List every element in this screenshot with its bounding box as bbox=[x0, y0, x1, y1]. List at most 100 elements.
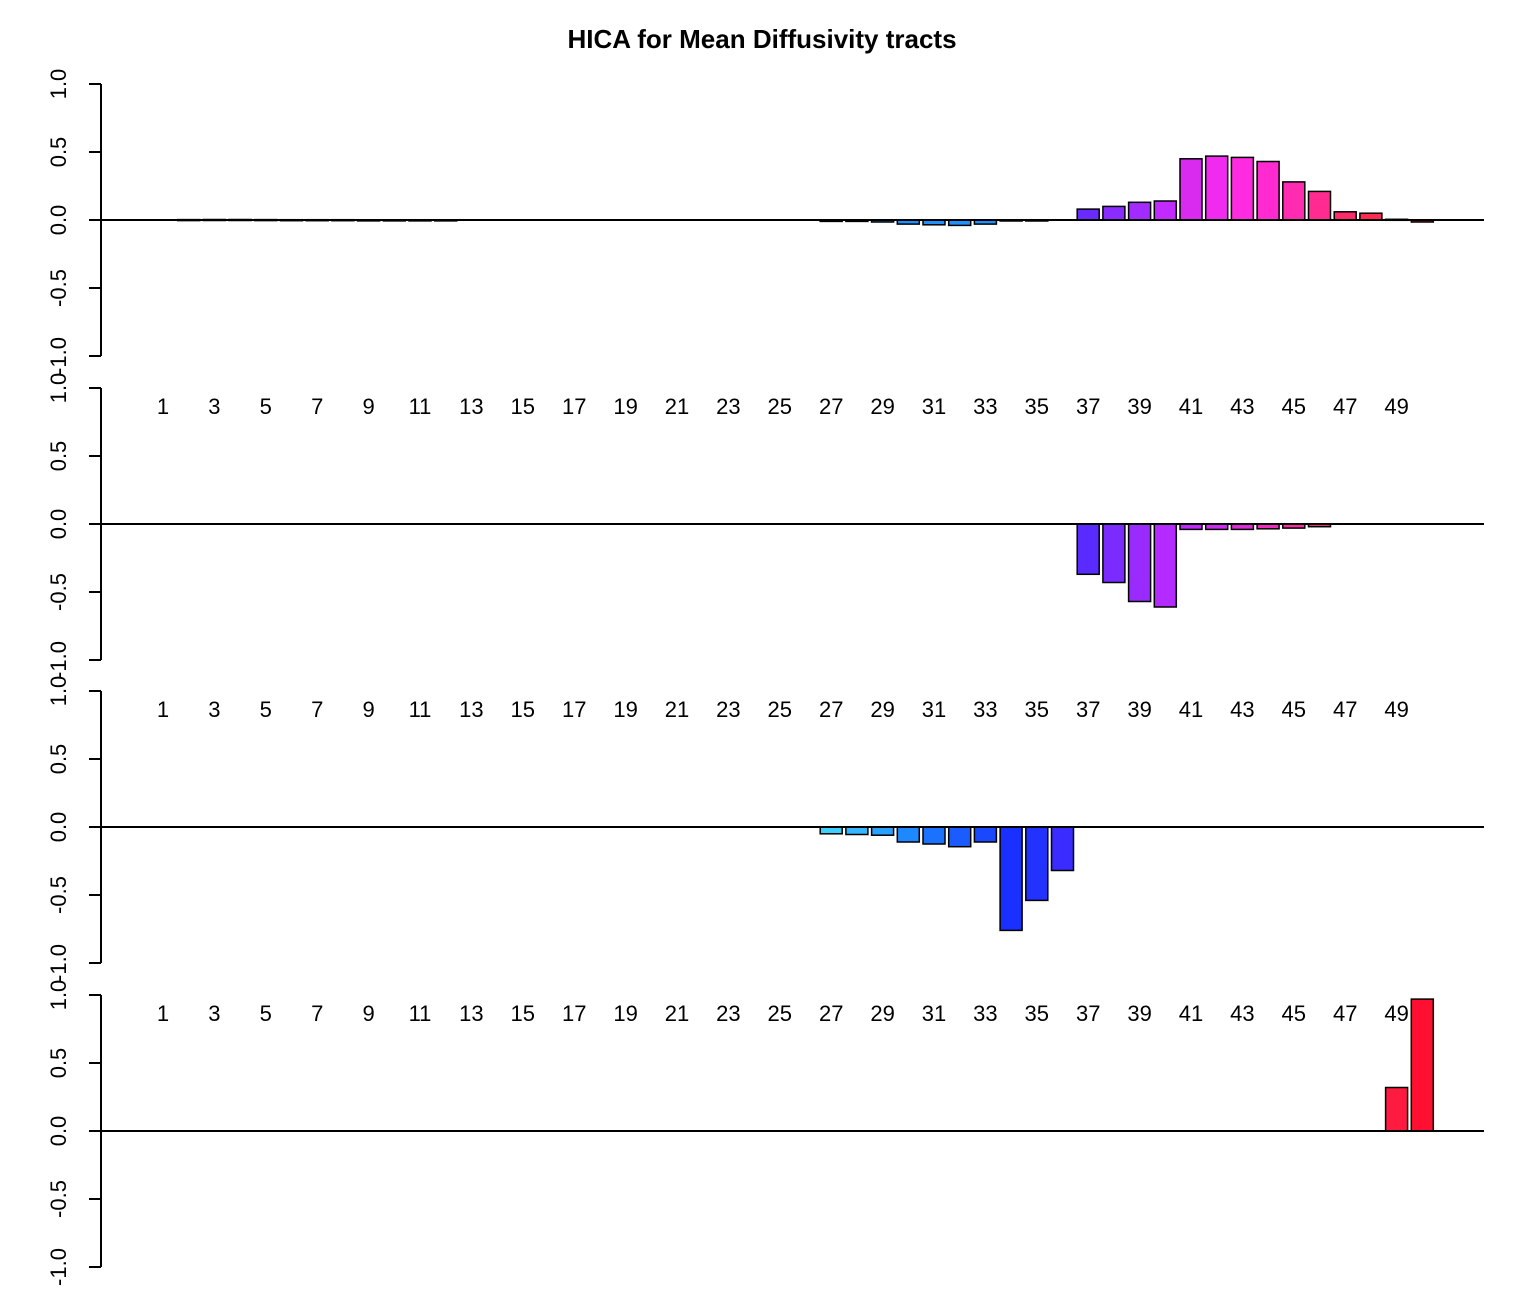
y-tick-label: -0.5 bbox=[46, 269, 71, 307]
x-tick-label: 35 bbox=[1025, 697, 1049, 722]
bar bbox=[1230, 156, 1255, 221]
bar bbox=[1076, 523, 1100, 576]
x-tick-label: 5 bbox=[260, 394, 272, 419]
y-tick-label: -1.0 bbox=[46, 337, 71, 375]
x-tick-label: 45 bbox=[1282, 394, 1306, 419]
x-tick-label: 35 bbox=[1025, 394, 1049, 419]
x-tick-label: 41 bbox=[1179, 1001, 1203, 1026]
bar bbox=[1153, 523, 1178, 608]
panel-4: -1.0-0.50.00.51.01 3 5 7 9 11 13 15 17 19 21 23 25 27… bbox=[46, 980, 1484, 1286]
bar bbox=[1359, 212, 1383, 221]
x-tick-label: 3 bbox=[208, 1001, 220, 1026]
bar bbox=[947, 826, 972, 848]
y-tick-label: 0.5 bbox=[46, 137, 71, 168]
bar bbox=[1127, 201, 1152, 221]
x-tick-label: 7 bbox=[311, 1001, 323, 1026]
y-tick-label: 0.0 bbox=[46, 205, 71, 236]
bar bbox=[1410, 998, 1435, 1132]
x-tick-label: 11 bbox=[409, 1001, 432, 1026]
x-tick-label: 39 bbox=[1127, 394, 1151, 419]
y-tick-label: -1.0 bbox=[46, 641, 71, 679]
bar bbox=[870, 826, 895, 836]
x-tick-label: 15 bbox=[511, 1001, 535, 1026]
x-tick-label: 15 bbox=[511, 697, 535, 722]
x-tick-label: 37 bbox=[1076, 1001, 1100, 1026]
bar bbox=[1204, 155, 1229, 221]
bar bbox=[1307, 190, 1332, 221]
y-tick-label: -0.5 bbox=[46, 876, 71, 914]
x-tick-label: 9 bbox=[362, 394, 374, 419]
x-tick-label: 49 bbox=[1384, 697, 1408, 722]
x-tick-label: 13 bbox=[459, 394, 483, 419]
bar bbox=[1256, 160, 1280, 221]
x-tick-label: 33 bbox=[973, 394, 997, 419]
x-tick-label: 21 bbox=[665, 697, 689, 722]
x-tick-label: 23 bbox=[716, 394, 740, 419]
bar bbox=[896, 826, 921, 843]
x-tick-label: 13 bbox=[459, 697, 483, 722]
x-tick-label: 1 bbox=[157, 1001, 169, 1026]
bar bbox=[1050, 826, 1075, 872]
x-tick-label: 49 bbox=[1384, 1001, 1408, 1026]
y-tick-label: 0.5 bbox=[46, 1048, 71, 1079]
x-tick-label: 11 bbox=[409, 697, 432, 722]
x-tick-label: 41 bbox=[1179, 697, 1203, 722]
bar bbox=[1076, 208, 1100, 221]
x-tick-label: 5 bbox=[260, 1001, 272, 1026]
bar bbox=[1025, 826, 1049, 902]
chart-title: HICA for Mean Diffusivity tracts bbox=[567, 24, 956, 54]
x-tick-label: 43 bbox=[1230, 697, 1254, 722]
x-tick-label: 39 bbox=[1127, 697, 1151, 722]
x-tick-label: 19 bbox=[613, 394, 637, 419]
x-tick-label: 43 bbox=[1230, 1001, 1254, 1026]
y-tick-label: -1.0 bbox=[46, 944, 71, 982]
x-tick-label: 29 bbox=[870, 1001, 894, 1026]
y-tick-label: -0.5 bbox=[46, 573, 71, 611]
x-tick-label: 49 bbox=[1384, 394, 1408, 419]
x-tick-label: 27 bbox=[819, 394, 843, 419]
y-tick-label: 0.5 bbox=[46, 744, 71, 775]
x-tick-label: 7 bbox=[311, 697, 323, 722]
x-tick-label: 27 bbox=[819, 1001, 843, 1026]
x-tick-label: 23 bbox=[716, 1001, 740, 1026]
x-tick-label: 39 bbox=[1127, 1001, 1151, 1026]
x-tick-label: 11 bbox=[409, 394, 432, 419]
x-tick-label: 21 bbox=[665, 394, 689, 419]
bar bbox=[973, 826, 998, 843]
x-tick-label: 1 bbox=[157, 394, 169, 419]
bar bbox=[845, 826, 869, 836]
x-tick-label: 7 bbox=[311, 394, 323, 419]
x-tick-label: 21 bbox=[665, 1001, 689, 1026]
x-tick-label: 29 bbox=[870, 394, 894, 419]
bar bbox=[999, 826, 1023, 932]
x-tick-label: 35 bbox=[1025, 1001, 1049, 1026]
x-tick-label: 17 bbox=[562, 1001, 586, 1026]
x-tick-label: 33 bbox=[973, 1001, 997, 1026]
x-tick-label: 45 bbox=[1282, 697, 1306, 722]
x-tick-label: 37 bbox=[1076, 394, 1100, 419]
panel-2: -1.0-0.50.00.51.01 3 5 7 9 11 13 15 17 19 21 23 25 27… bbox=[46, 373, 1484, 679]
y-tick-label: 0.5 bbox=[46, 441, 71, 472]
bar bbox=[922, 826, 946, 845]
bar bbox=[1333, 211, 1357, 221]
bar bbox=[1384, 1086, 1409, 1132]
x-tick-label: 31 bbox=[922, 697, 946, 722]
y-tick-label: 0.0 bbox=[46, 509, 71, 540]
x-tick-label: 43 bbox=[1230, 394, 1254, 419]
y-tick-label: 0.0 bbox=[46, 1116, 71, 1147]
panel-1: -1.0 -0.5 0.0 0.5 1.0 bbox=[46, 69, 1484, 375]
x-tick-label: 19 bbox=[613, 1001, 637, 1026]
bar bbox=[1179, 158, 1203, 221]
bar bbox=[1102, 205, 1126, 221]
panel-3: -1.0-0.50.00.51.01 3 5 7 9 11 13 15 17 19 21 23 25 27… bbox=[46, 676, 1484, 982]
x-tick-label: 29 bbox=[870, 697, 894, 722]
x-tick-label: 3 bbox=[208, 697, 220, 722]
bar bbox=[1102, 523, 1126, 584]
y-tick-label: 0.0 bbox=[46, 812, 71, 843]
bar bbox=[1127, 523, 1152, 603]
x-tick-label: 27 bbox=[819, 697, 843, 722]
x-tick-label: 9 bbox=[362, 1001, 374, 1026]
x-tick-label: 37 bbox=[1076, 697, 1100, 722]
x-tick-label: 19 bbox=[613, 697, 637, 722]
